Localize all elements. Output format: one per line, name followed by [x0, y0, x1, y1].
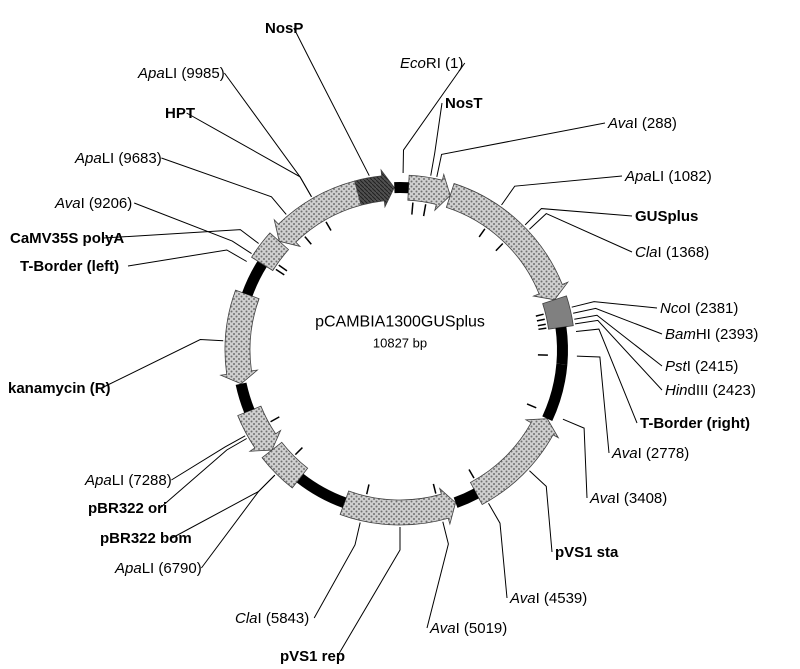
feature-label: AvaI (4539)	[510, 590, 587, 607]
leader-line	[572, 302, 657, 308]
tick	[527, 404, 536, 408]
tick	[433, 484, 435, 494]
leader-line	[338, 527, 400, 656]
feature-label: T-Border (right)	[640, 415, 750, 432]
tick	[271, 417, 280, 422]
tick	[536, 314, 544, 316]
segment-pVS1sta-seg	[470, 419, 558, 505]
tick	[469, 470, 474, 479]
feature-label: AvaI (3408)	[590, 490, 667, 507]
leader-line	[529, 471, 552, 552]
feature-label: ClaI (5843)	[235, 610, 309, 627]
feature-label: ClaI (1368)	[635, 244, 709, 261]
leader-line	[431, 103, 442, 176]
tick	[538, 324, 546, 325]
leader-line	[104, 230, 259, 244]
segment-gap4	[297, 474, 347, 508]
leader-line	[171, 436, 245, 480]
tick	[412, 203, 413, 215]
leader-line	[134, 203, 251, 254]
leader-line	[102, 340, 224, 388]
feature-label: pBR322 bom	[100, 530, 192, 547]
tick	[367, 484, 369, 494]
segment-gap2	[542, 364, 567, 421]
leader-line	[577, 356, 609, 453]
leader-line	[314, 522, 360, 618]
feature-label: pBR322 ori	[88, 500, 167, 517]
feature-label: pVS1 rep	[280, 648, 345, 665]
feature-label: AvaI (288)	[608, 115, 677, 132]
tick	[537, 319, 545, 321]
leader-line	[160, 439, 247, 509]
leader-line	[437, 123, 605, 177]
tick	[305, 237, 311, 245]
leader-line	[161, 158, 286, 214]
plasmid-name: pCAMBIA1300GUSplus	[315, 313, 485, 331]
feature-label: CaMV35S polyA	[10, 230, 124, 247]
leader-line	[187, 113, 312, 197]
feature-label: ApaLI (1082)	[625, 168, 712, 185]
leader-line	[529, 214, 632, 252]
tick	[326, 222, 331, 231]
feature-label: HPT	[165, 105, 195, 122]
segment-pBR322ori-seg	[238, 406, 281, 451]
plasmid-size: 10827 bp	[315, 335, 485, 350]
leader-line	[224, 73, 311, 197]
segment-pVS1rep-seg	[340, 488, 455, 525]
segment-mcs-seg	[543, 296, 574, 329]
leader-line	[525, 209, 632, 225]
feature-label: HindIII (2423)	[665, 382, 756, 399]
feature-label: kanamycin (R)	[8, 380, 111, 397]
leader-line	[427, 522, 448, 628]
feature-label: NosP	[265, 20, 303, 37]
feature-label: NosT	[445, 95, 483, 112]
segment-NosP-seg	[355, 170, 395, 207]
leader-line	[201, 475, 274, 568]
tick	[295, 448, 302, 455]
plasmid-title: pCAMBIA1300GUSplus 10827 bp	[315, 313, 485, 350]
leader-line	[128, 250, 247, 266]
feature-label: PstI (2415)	[665, 358, 738, 375]
leader-line	[574, 315, 662, 366]
feature-label: AvaI (5019)	[430, 620, 507, 637]
tick	[479, 229, 485, 237]
tick	[276, 269, 284, 274]
leader-line	[502, 176, 622, 205]
feature-label: ApaLI (7288)	[85, 472, 172, 489]
segment-gap6	[242, 261, 267, 296]
feature-label: EcoRI (1)	[400, 55, 463, 72]
leader-line	[489, 503, 508, 598]
segment-GUSplus-seg	[446, 184, 567, 300]
feature-label: GUSplus	[635, 208, 698, 225]
tick	[496, 244, 503, 251]
feature-label: AvaI (2778)	[612, 445, 689, 462]
feature-label: NcoI (2381)	[660, 300, 738, 317]
segment-NosT	[408, 174, 450, 210]
feature-label: BamHI (2393)	[665, 326, 758, 343]
segment-gap3	[454, 489, 479, 508]
feature-label: ApaLI (9683)	[75, 150, 162, 167]
feature-label: T-Border (left)	[20, 258, 119, 275]
feature-label: pVS1 sta	[555, 544, 618, 561]
leader-line	[563, 419, 587, 498]
segment-kanamycin-seg	[221, 290, 259, 384]
tick	[424, 204, 426, 216]
segment-gap1	[555, 327, 568, 365]
feature-label: ApaLI (6790)	[115, 560, 202, 577]
tick	[279, 265, 287, 271]
segment-gap5	[236, 383, 255, 413]
segment-HPT-seg	[274, 181, 361, 246]
feature-label: AvaI (9206)	[55, 195, 132, 212]
tick	[538, 328, 546, 329]
segment-top-gap	[394, 182, 409, 193]
leader-line	[576, 329, 637, 423]
feature-label: ApaLI (9985)	[138, 65, 225, 82]
leader-line	[294, 28, 369, 176]
